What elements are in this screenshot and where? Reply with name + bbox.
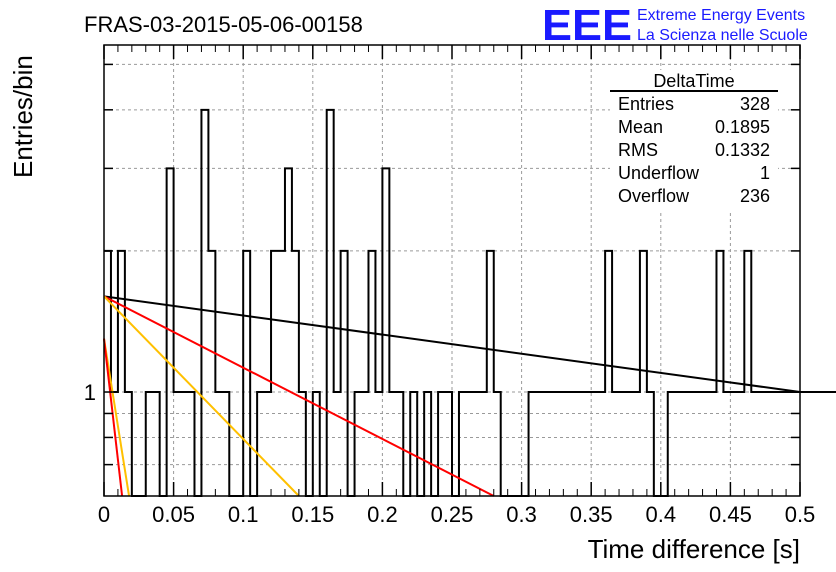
x-tick-label: 0.3	[506, 502, 537, 527]
fit-line	[103, 338, 124, 497]
x-tick-label: 0.1	[228, 502, 259, 527]
x-axis-label: Time difference [s]	[588, 534, 800, 564]
fit-line	[103, 338, 131, 497]
x-tick-label: 0.05	[152, 502, 195, 527]
stats-label-rms: RMS	[618, 140, 658, 160]
fit-line	[103, 295, 495, 497]
fit-line	[103, 295, 300, 497]
stats-label-overflow: Overflow	[618, 186, 690, 206]
stats-box-title: DeltaTime	[653, 71, 734, 91]
stats-box-background	[610, 70, 778, 210]
histogram-bars	[104, 108, 836, 497]
x-tick-label: 0.25	[431, 502, 474, 527]
eee-logo-mark: EEE	[542, 1, 632, 50]
x-tick-label: 0	[98, 502, 110, 527]
x-axis-ticks: 0 0.05 0.1 0.15 0.2 0.25 0.3 0.35 0.4 0.45 0.5	[98, 45, 815, 527]
stats-value-underflow: 1	[760, 163, 770, 183]
stats-value-rms: 0.1332	[715, 140, 770, 160]
stats-value-overflow: 236	[740, 186, 770, 206]
stats-label-entries: Entries	[618, 94, 674, 114]
chart-title: FRAS-03-2015-05-06-00158	[84, 12, 363, 37]
x-tick-label: 0.5	[785, 502, 816, 527]
y-tick-label: 1	[84, 380, 96, 405]
stats-box: DeltaTime Entries 328 Mean 0.1895 RMS 0.…	[610, 70, 778, 210]
stats-label-mean: Mean	[618, 117, 663, 137]
stats-value-mean: 0.1895	[715, 117, 770, 137]
fit-line	[103, 295, 801, 394]
eee-logo-line1: Extreme Energy Events	[637, 7, 805, 24]
stats-value-entries: 328	[740, 94, 770, 114]
x-tick-label: 0.2	[367, 502, 398, 527]
y-axis-ticks: 1	[84, 63, 800, 466]
stats-label-underflow: Underflow	[618, 163, 700, 183]
y-axis-label: Entries/bin	[8, 55, 38, 178]
x-tick-label: 0.35	[570, 502, 613, 527]
x-tick-label: 0.15	[291, 502, 334, 527]
x-tick-label: 0.4	[646, 502, 677, 527]
eee-logo-line2: La Scienza nelle Scuole	[637, 27, 808, 44]
eee-logo: EEE Extreme Energy Events La Scienza nel…	[542, 1, 808, 50]
x-tick-label: 0.45	[709, 502, 752, 527]
histogram-outline	[104, 108, 836, 497]
fit-lines	[103, 295, 801, 497]
